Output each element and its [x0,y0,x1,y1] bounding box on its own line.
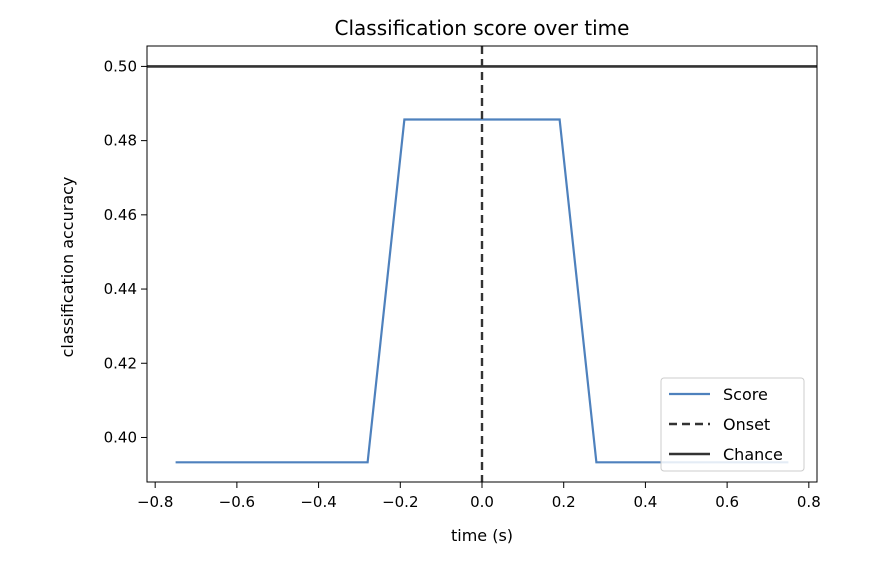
y-tick-label: 0.50 [104,57,137,75]
x-tick-label: 0.0 [470,493,494,511]
legend: Score Onset Chance [660,377,805,472]
x-tick-label: 0.2 [552,493,576,511]
legend-label-onset: Onset [723,415,770,434]
legend-label-score: Score [723,385,768,404]
y-axis-title: classification accuracy [58,177,77,358]
y-tick-label: 0.46 [104,206,137,224]
y-tick-label: 0.42 [104,354,137,372]
x-tick-label: −0.2 [382,493,418,511]
x-tick-label: −0.8 [137,493,173,511]
x-tick-label: 0.6 [715,493,739,511]
x-tick-label: 0.4 [633,493,657,511]
x-axis-title: time (s) [451,526,513,545]
plot-area [147,46,817,482]
score-line [175,118,789,464]
legend-box [660,377,805,472]
y-tick-label: 0.44 [104,280,137,298]
chart-title: Classification score over time [335,16,630,40]
axes: −0.8 −0.6 −0.4 −0.2 0.0 0.2 0.4 0.6 0.8 0.40 0.42 0… [104,45,821,511]
x-tick-label: 0.8 [797,493,821,511]
y-tick-label: 0.48 [104,132,137,150]
legend-label-chance: Chance [723,445,783,464]
y-tick-label: 0.40 [104,428,137,446]
x-tick-label: −0.4 [300,493,336,511]
x-tick-label: −0.6 [219,493,255,511]
